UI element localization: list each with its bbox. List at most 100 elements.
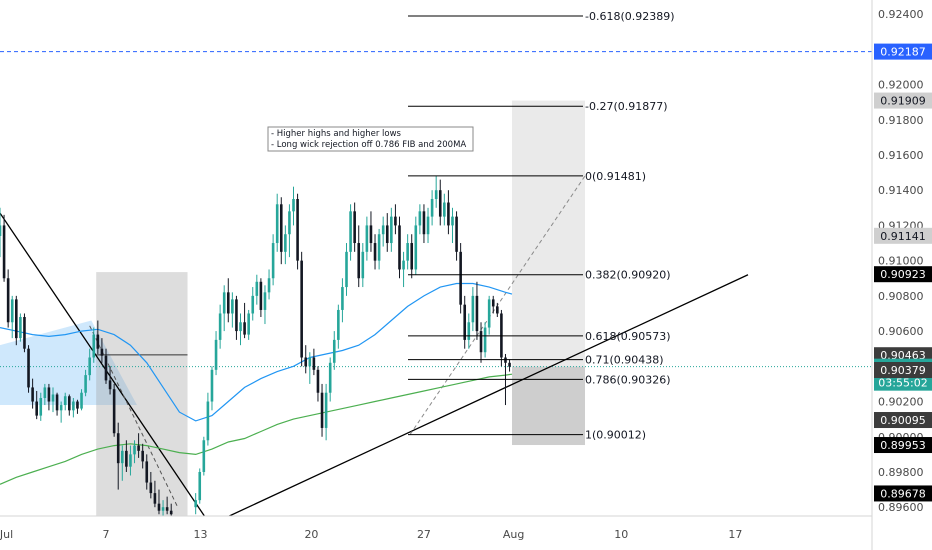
time-tick-label: 20 [304, 528, 318, 541]
price-badge [874, 412, 932, 429]
candle-body [210, 369, 214, 402]
moving-averages [0, 282, 513, 485]
candle-body [239, 322, 242, 332]
price-badge [874, 266, 932, 283]
candle-body [161, 507, 165, 511]
candle-body [206, 401, 210, 441]
price-badge-label: 0.92187 [880, 46, 926, 59]
time-tick-label: Aug [503, 528, 524, 541]
price-badge [874, 92, 932, 109]
candle-body [353, 211, 356, 244]
candle-body [263, 292, 267, 310]
time-tick-label: 27 [417, 528, 431, 541]
candle-body [19, 316, 22, 339]
candle-body [31, 387, 34, 402]
candle-body [153, 493, 157, 504]
time-axis[interactable]: Jul 7 13 20 27 Aug 10 17 [0, 528, 742, 541]
candle-body [418, 211, 422, 226]
candle-body [222, 292, 226, 314]
candle-body [332, 339, 336, 363]
candle-body [145, 461, 149, 483]
projection-dashed-line [89, 325, 179, 508]
fib-level-label: -0.27(0.91877) [585, 100, 668, 113]
annotation-line: - Higher highs and higher lows [271, 129, 402, 139]
annotation-frame [267, 126, 474, 152]
time-tick-label: 17 [728, 528, 742, 541]
price-tick-label: 0.89600 [878, 501, 924, 514]
candle-body [0, 225, 2, 236]
candle-body [92, 334, 96, 358]
candle-body [80, 392, 83, 409]
price-badge-label: 0.91909 [880, 95, 926, 108]
candle-body [251, 295, 255, 314]
candle-body [120, 450, 124, 464]
candle-body [137, 445, 140, 451]
candle-body [345, 251, 348, 288]
candle-body [381, 225, 385, 235]
price-badge-label: 0.90095 [880, 414, 926, 427]
candle-body [508, 362, 511, 367]
fib-level-label: 1(0.90012) [585, 429, 646, 442]
candle-body [255, 281, 259, 296]
candle-body [443, 202, 446, 217]
candle-body [394, 216, 397, 226]
price-badge [874, 485, 932, 502]
price-badge-label: 03:55:02 [878, 377, 927, 390]
candle-body [243, 322, 246, 335]
candle-body [76, 401, 79, 409]
candle-body [165, 507, 169, 511]
candle-body [47, 387, 51, 402]
candle-body [406, 243, 409, 261]
candle-body [100, 348, 104, 356]
candle-body [304, 357, 308, 367]
candle-body [496, 306, 499, 314]
price-badge [874, 437, 932, 454]
candle-body [141, 450, 144, 462]
candle-body [157, 503, 161, 511]
candle-body [15, 299, 18, 339]
candle-body [63, 396, 67, 406]
candle-body [247, 313, 250, 335]
candle-body [463, 304, 467, 340]
candle-body [328, 362, 332, 393]
candle-body [27, 348, 30, 388]
fib-level-label: 0.71(0.90438) [585, 354, 664, 367]
candle-body [308, 357, 312, 367]
candle-body [235, 299, 238, 332]
candle-body [169, 510, 173, 515]
candle-body [337, 309, 340, 340]
candle-body [271, 243, 275, 279]
price-badge [874, 374, 932, 391]
price-tick-label: 0.90600 [878, 325, 924, 338]
candle-body [198, 471, 202, 501]
candle-body [149, 482, 153, 494]
projection-box-upper [512, 100, 585, 367]
candle-body [467, 322, 471, 340]
price-tick-label: 0.89800 [878, 466, 924, 479]
fib-level-label: -0.618(0.92389) [585, 10, 675, 23]
candle-body [349, 211, 352, 252]
candle-body [259, 281, 263, 310]
price-tick-label: 0.91400 [878, 184, 924, 197]
candle-body [226, 292, 230, 314]
price-badge [874, 227, 932, 244]
candle-body [487, 299, 491, 328]
candle-body [312, 357, 316, 370]
candle-body [275, 204, 279, 244]
candle-body [475, 295, 479, 332]
candle-body [483, 327, 487, 353]
plot-area[interactable]: -0.618(0.92389) -0.27(0.91877) 0(0.91481) 0… [0, 10, 872, 525]
candle-body [112, 389, 116, 434]
candle-body [23, 316, 26, 349]
candle-body [129, 454, 132, 467]
candle-body [426, 216, 430, 235]
candle-body [324, 392, 328, 428]
candle-body [96, 334, 100, 349]
candle-body [430, 199, 434, 217]
fib-level-label: 0(0.91481) [585, 170, 646, 183]
ma-fast-line [0, 282, 513, 422]
fib-level-label: 0.786(0.90326) [585, 373, 671, 386]
fib-level-label: 0.618(0.90573) [585, 330, 671, 343]
candle-body [116, 433, 120, 464]
